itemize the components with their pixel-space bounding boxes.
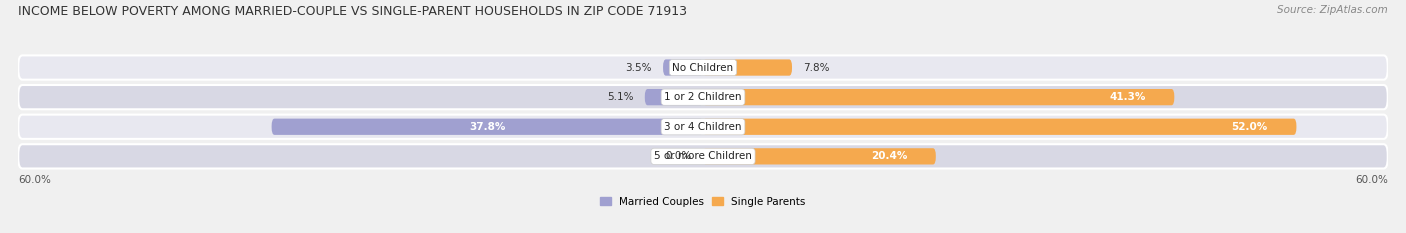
FancyBboxPatch shape [18, 115, 1388, 139]
FancyBboxPatch shape [645, 89, 703, 105]
Text: INCOME BELOW POVERTY AMONG MARRIED-COUPLE VS SINGLE-PARENT HOUSEHOLDS IN ZIP COD: INCOME BELOW POVERTY AMONG MARRIED-COUPL… [18, 5, 688, 18]
Text: 3 or 4 Children: 3 or 4 Children [664, 122, 742, 132]
Text: 7.8%: 7.8% [803, 62, 830, 72]
Text: 5.1%: 5.1% [607, 92, 633, 102]
Text: 41.3%: 41.3% [1109, 92, 1146, 102]
FancyBboxPatch shape [18, 85, 1388, 109]
Legend: Married Couples, Single Parents: Married Couples, Single Parents [600, 197, 806, 207]
Text: 60.0%: 60.0% [18, 175, 51, 185]
Text: 1 or 2 Children: 1 or 2 Children [664, 92, 742, 102]
FancyBboxPatch shape [18, 144, 1388, 168]
Text: Source: ZipAtlas.com: Source: ZipAtlas.com [1277, 5, 1388, 15]
Text: 3.5%: 3.5% [626, 62, 651, 72]
Text: 52.0%: 52.0% [1232, 122, 1268, 132]
Text: 5 or more Children: 5 or more Children [654, 151, 752, 161]
FancyBboxPatch shape [703, 89, 1174, 105]
Text: 20.4%: 20.4% [870, 151, 907, 161]
FancyBboxPatch shape [703, 148, 936, 164]
FancyBboxPatch shape [703, 59, 792, 76]
Text: 0.0%: 0.0% [665, 151, 692, 161]
FancyBboxPatch shape [271, 119, 703, 135]
FancyBboxPatch shape [703, 119, 1296, 135]
Text: 60.0%: 60.0% [1355, 175, 1388, 185]
FancyBboxPatch shape [18, 55, 1388, 80]
Text: 37.8%: 37.8% [470, 122, 506, 132]
FancyBboxPatch shape [664, 59, 703, 76]
Text: No Children: No Children [672, 62, 734, 72]
